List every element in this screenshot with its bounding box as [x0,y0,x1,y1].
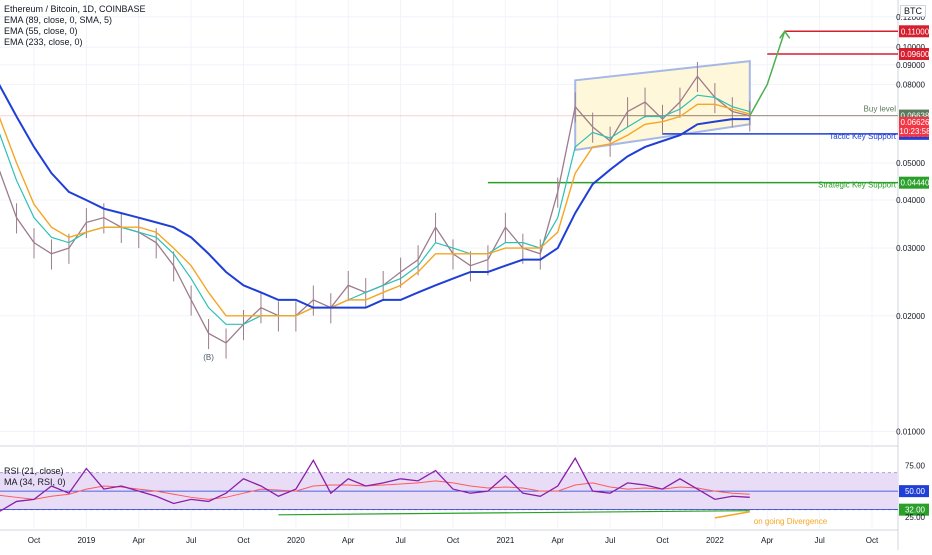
y-tick-label: 0.01000 [896,427,925,436]
x-tick-label: 2020 [287,536,305,545]
x-tick-label: Apr [133,536,146,545]
currency-button[interactable]: BTC [900,5,926,17]
y-tick-label: 0.10000 [896,43,925,52]
price-tag [899,176,929,189]
price-tag-text: 0.04440 [901,179,930,188]
level-label: Tactic Key Support [829,132,896,141]
divergence-label: on going Divergence [754,517,828,526]
x-tick-label: Oct [866,536,879,545]
y-tick-label: 0.09000 [896,61,925,70]
level-label: Strategic Key Support [818,181,897,190]
x-tick-label: Apr [552,536,565,545]
y-tick-label: 0.02000 [896,312,925,321]
y-tick-label: 0.08000 [896,80,925,89]
rsi-level-text: 32.00 [905,506,926,515]
y-tick-label: 0.04000 [896,196,925,205]
x-tick-label: Jul [605,536,615,545]
ema89-line [0,103,750,317]
projection-arrowhead [779,29,791,39]
x-tick-label: Jul [186,536,196,545]
wave-b-label: (B) [203,353,214,362]
rsi-label: RSI (21, close) [4,466,64,476]
rsi-level-text: 50.00 [905,487,926,496]
last-price-text: 0.06626 [901,118,930,127]
chart-title: Ethereum / Bitcoin, 1D, COINBASE [4,4,146,14]
rsi-line [0,456,750,512]
x-tick-label: 2021 [496,536,514,545]
last-price-tag [899,116,929,137]
rsi-level-tag [899,503,929,516]
x-tick-label: Apr [342,536,355,545]
level-label: Buy level [864,105,897,114]
indicator-ema233-label: EMA (233, close, 0) [4,37,83,47]
currency-label: BTC [904,6,922,16]
price-tag [899,25,929,38]
rsi-trend-line [278,510,750,516]
price-tag [899,48,929,61]
divergence-line [714,510,750,519]
y-tick-label: 0.03000 [896,244,925,253]
rsi-y-tick: 25.00 [905,513,926,522]
rsi-y-tick: 75.00 [905,461,926,470]
x-tick-label: Oct [28,536,41,545]
countdown-text: 10:23:58 [899,127,931,136]
price-tag-text: 0.09600 [901,50,930,59]
x-tick-label: 2019 [77,536,95,545]
rsi-legend-panel: RSI (21, close) MA (34, RSI, 0) [4,466,66,488]
ema233-line [0,84,750,309]
indicator-ema89-label: EMA (89, close, 0, SMA, 5) [4,15,113,25]
legend-panel: Ethereum / Bitcoin, 1D, COINBASE EMA (89… [4,4,146,48]
x-tick-label: Oct [237,536,250,545]
projection-path [749,31,786,117]
rsi-level-tag [899,485,929,498]
x-tick-label: 2022 [706,536,724,545]
y-tick-label: 0.05000 [896,159,925,168]
x-tick-label: Oct [656,536,669,545]
x-tick-label: Jul [815,536,825,545]
x-tick-label: Apr [761,536,774,545]
x-tick-label: Jul [396,536,406,545]
x-tick-label: Oct [447,536,460,545]
price-tag-text: 0.06638 [901,112,930,121]
price-tag-text: 0.11000 [901,27,930,36]
y-tick-label: 0.12000 [896,13,925,22]
indicator-ema55-label: EMA (55, close, 0) [4,26,78,36]
rsi-ma-label: MA (34, RSI, 0) [4,477,66,487]
